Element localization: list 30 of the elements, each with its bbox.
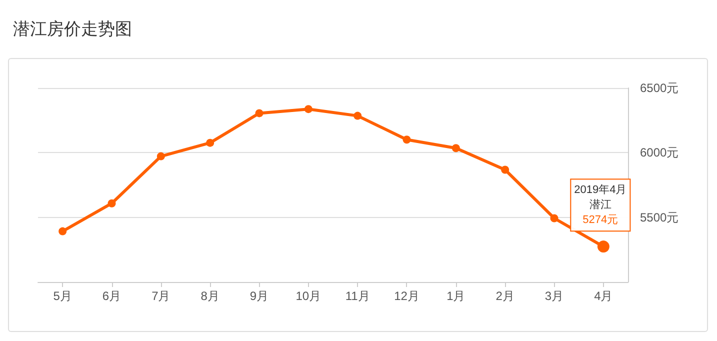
point	[255, 109, 264, 118]
y-tick-label: 6500元	[640, 81, 679, 95]
point	[402, 136, 411, 144]
annotation: 2019年4月	[574, 184, 627, 196]
x-tick-label: 1月	[446, 289, 466, 303]
x-tick-label: 2月	[496, 289, 514, 303]
point	[354, 112, 362, 120]
x-tick-label: 12月	[394, 289, 420, 303]
text: 潜江	[589, 198, 612, 212]
data-label: 5274元	[582, 214, 618, 226]
point	[108, 199, 116, 208]
y-tick-label: 6000元	[640, 146, 679, 160]
x-tick-label: 4月	[594, 289, 613, 303]
point	[304, 105, 312, 114]
point	[550, 214, 558, 222]
y-tick-label: 5500元	[640, 210, 679, 224]
x-tick-label: 7月	[152, 289, 170, 303]
x-tick-label: 5月	[53, 289, 72, 303]
x-tick-label: 6月	[102, 289, 122, 303]
chart-title: 潜江房价走势图	[13, 20, 132, 40]
point	[156, 152, 165, 160]
point	[58, 227, 67, 236]
point	[452, 144, 460, 152]
point	[501, 166, 510, 174]
x-tick-label: 8月	[200, 289, 220, 303]
x-tick-label: 11月	[345, 289, 370, 303]
x-tick-label: 9月	[250, 289, 269, 303]
x-tick-label: 10月	[296, 289, 322, 303]
point	[206, 138, 214, 147]
x-tick-label: 3月	[544, 289, 564, 303]
